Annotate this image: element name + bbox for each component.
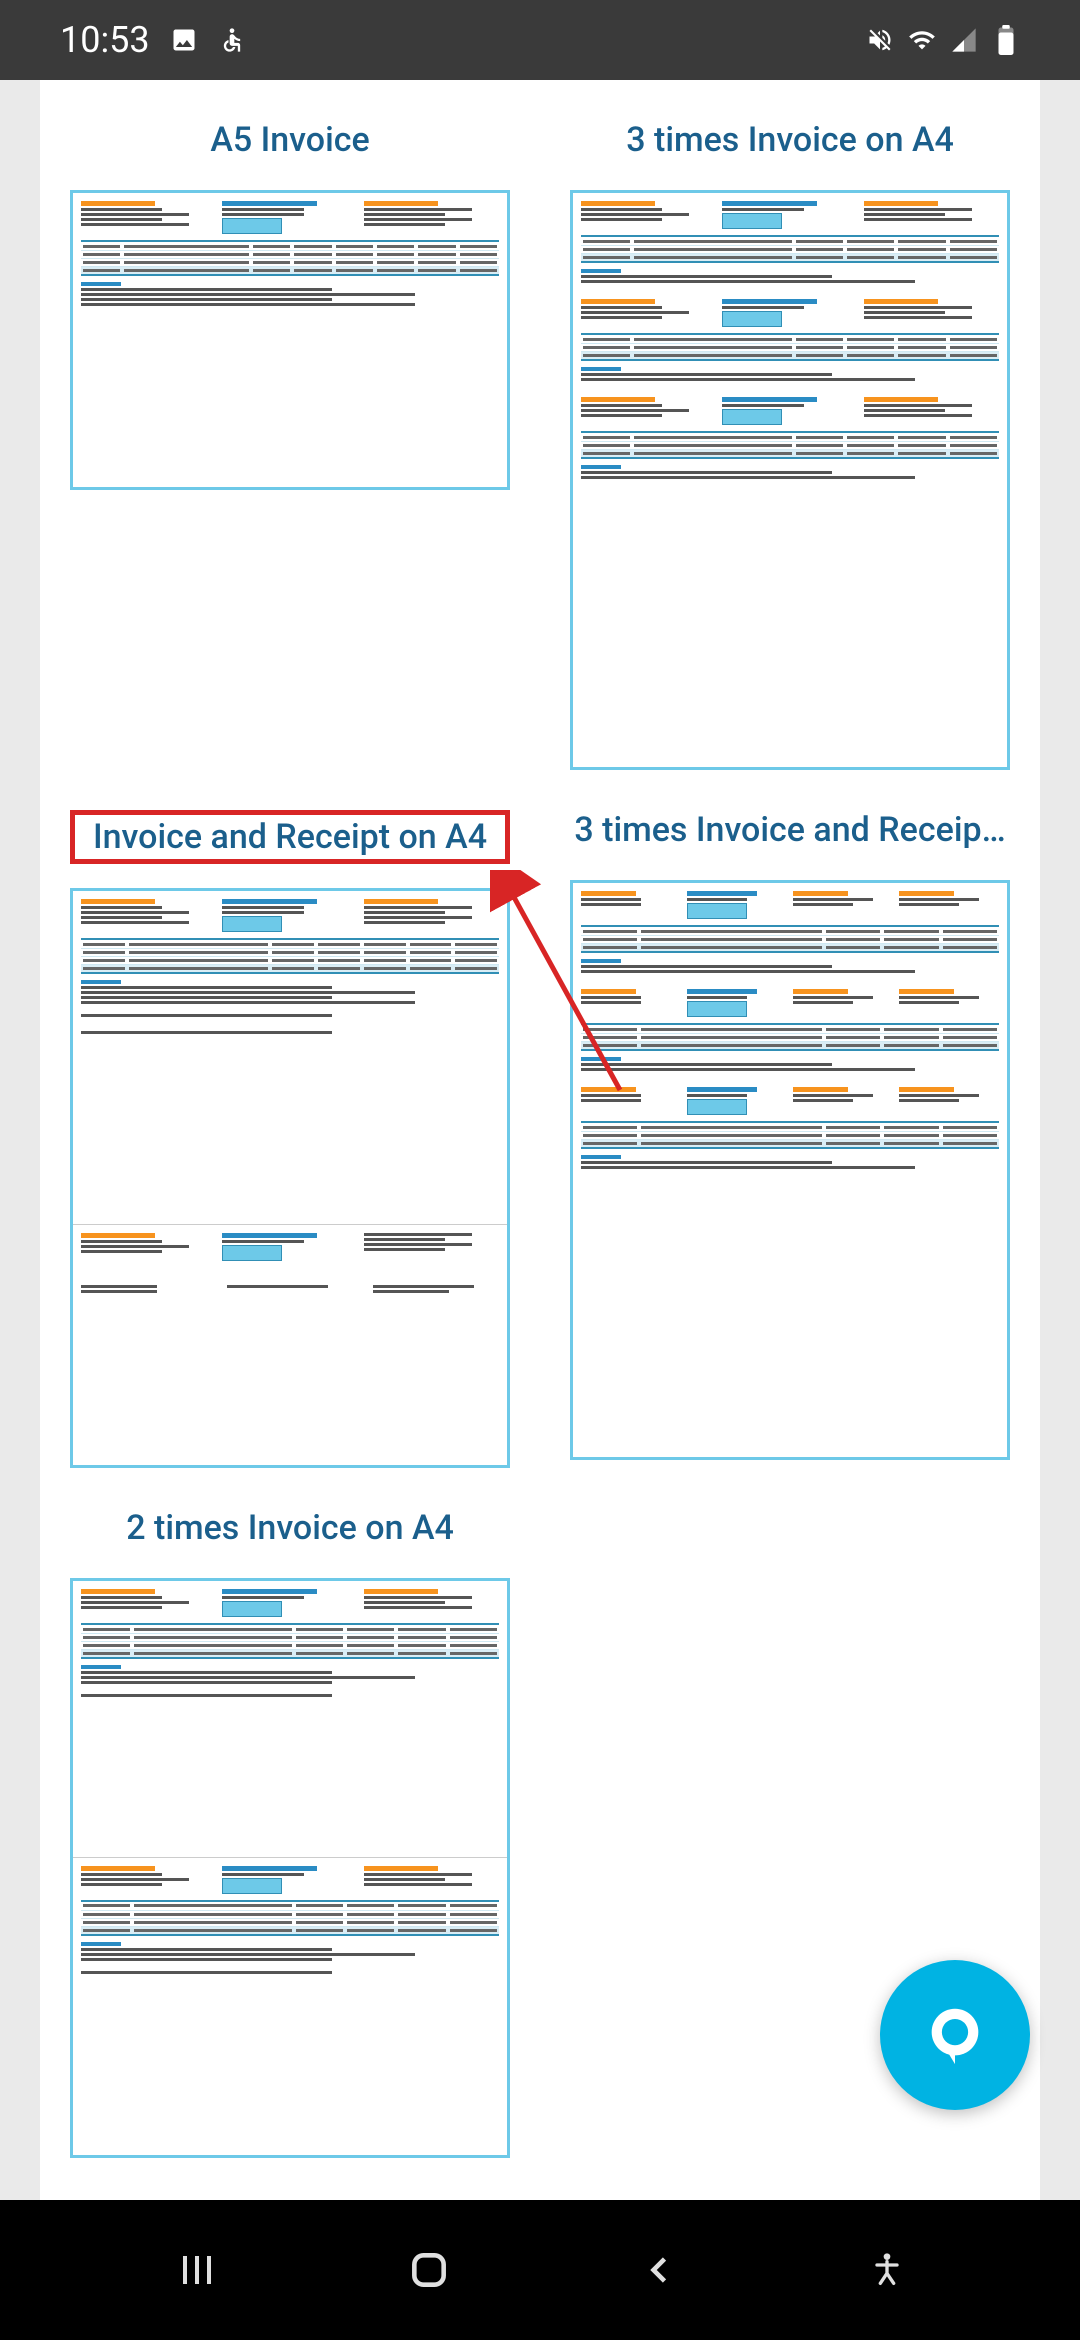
- template-card-invoice-receipt-a4[interactable]: Invoice and Receipt on A4: [70, 810, 510, 1468]
- template-title: 2 times Invoice on A4: [126, 1508, 454, 1548]
- accessibility-icon: [218, 26, 246, 54]
- chat-fab-button[interactable]: [880, 1960, 1030, 2110]
- template-title: 3 times Invoice and Receip…: [574, 810, 1005, 850]
- status-time: 10:53: [60, 19, 150, 61]
- template-card-3x-invoice-receipt[interactable]: 3 times Invoice and Receip…: [570, 810, 1010, 1468]
- template-thumbnail: [70, 190, 510, 490]
- template-title: 3 times Invoice on A4: [626, 120, 954, 160]
- image-icon: [170, 26, 198, 54]
- chat-icon: [920, 2000, 990, 2070]
- nav-recents-button[interactable]: [173, 2246, 221, 2294]
- app-content: A5 Invoice: [0, 80, 1080, 2200]
- template-thumbnail: [70, 888, 510, 1468]
- template-grid: A5 Invoice: [70, 120, 1010, 2158]
- nav-home-button[interactable]: [407, 2248, 451, 2292]
- template-thumbnail: [70, 1578, 510, 2158]
- battery-icon: [992, 26, 1020, 54]
- template-card-a5-invoice[interactable]: A5 Invoice: [70, 120, 510, 770]
- template-card-3x-invoice-a4[interactable]: 3 times Invoice on A4: [570, 120, 1010, 770]
- template-gallery-page: A5 Invoice: [40, 80, 1040, 2200]
- template-title: Invoice and Receipt on A4: [93, 817, 487, 857]
- highlight-annotation: Invoice and Receipt on A4: [70, 810, 510, 864]
- mute-icon: [866, 26, 894, 54]
- wifi-icon: [908, 26, 936, 54]
- template-thumbnail: [570, 880, 1010, 1460]
- nav-accessibility-button[interactable]: [867, 2250, 907, 2290]
- template-title: A5 Invoice: [210, 120, 369, 160]
- android-status-bar: 10:53: [0, 0, 1080, 80]
- template-thumbnail: [570, 190, 1010, 770]
- android-nav-bar: [0, 2200, 1080, 2340]
- nav-back-button[interactable]: [637, 2248, 681, 2292]
- signal-icon: [950, 26, 978, 54]
- template-card-2x-invoice-a4[interactable]: 2 times Invoice on A4: [70, 1508, 510, 2158]
